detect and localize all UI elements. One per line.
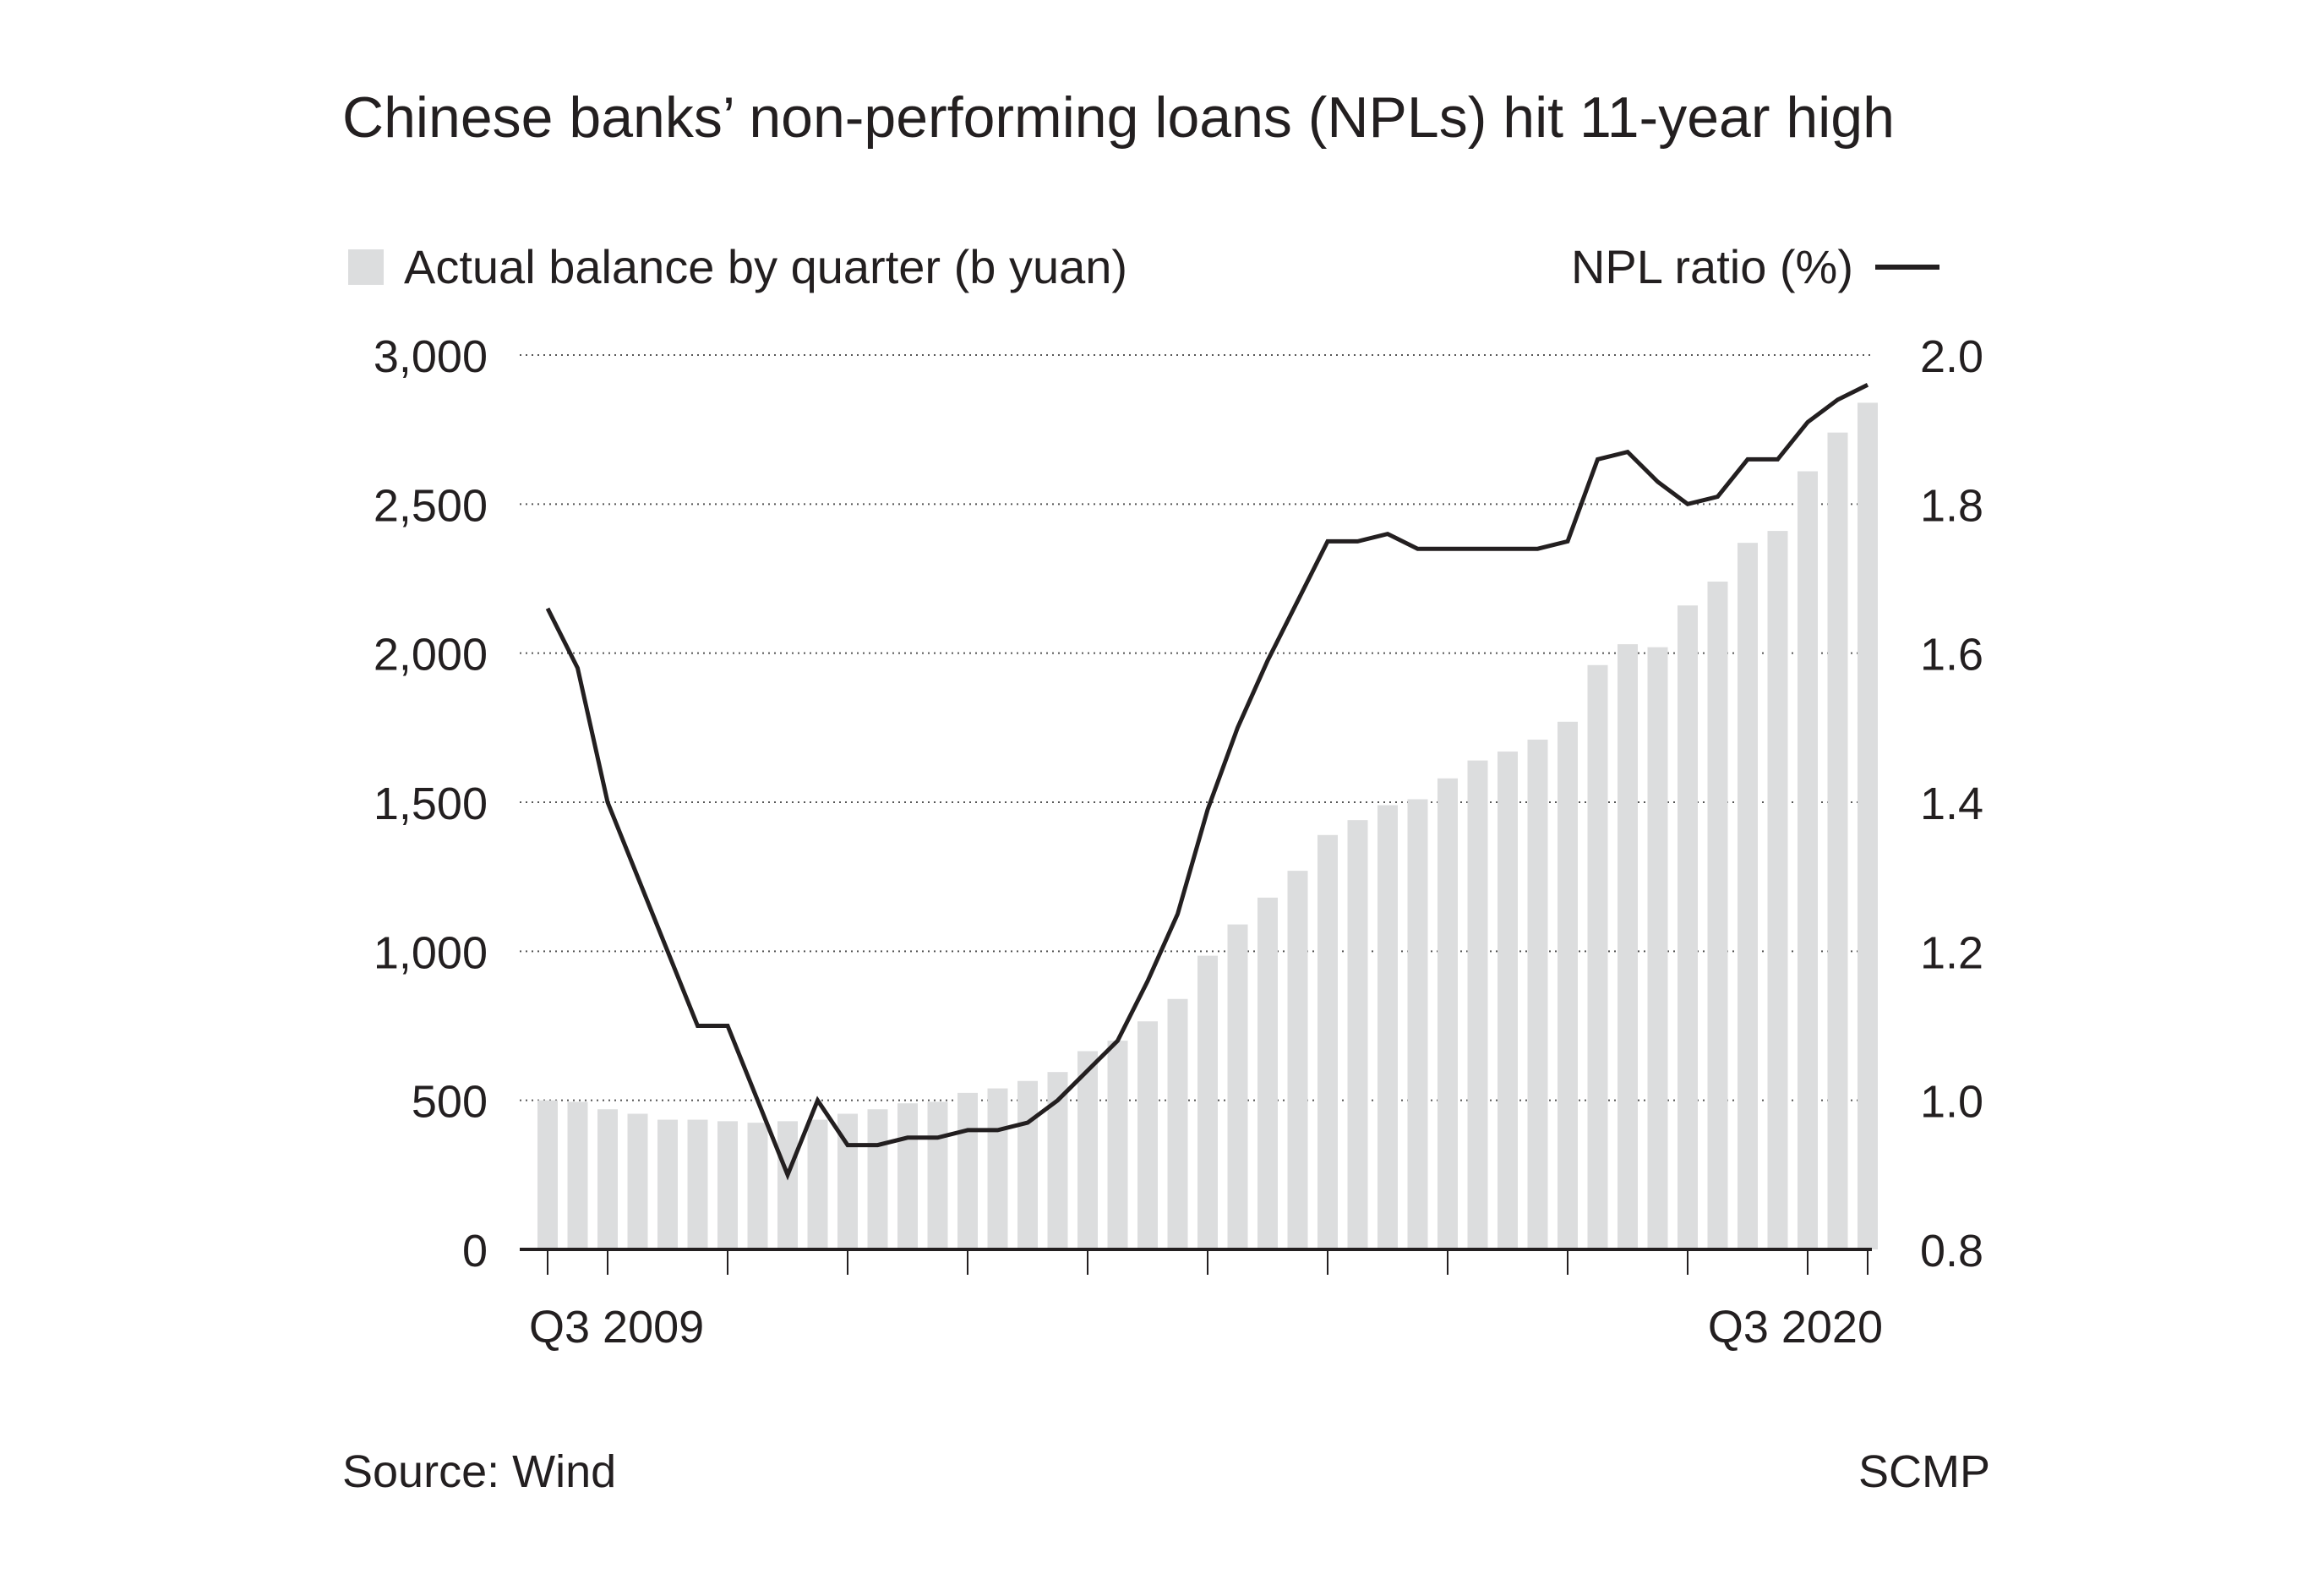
y-left-tick-label: 1,000 — [374, 927, 488, 978]
bar — [1467, 760, 1488, 1249]
bar — [1197, 955, 1218, 1249]
y-right-tick-label: 1.2 — [1920, 927, 1983, 978]
bar — [687, 1119, 708, 1249]
bar — [1707, 582, 1728, 1249]
bar — [927, 1101, 948, 1249]
bar — [1017, 1080, 1038, 1249]
bar — [1407, 799, 1428, 1249]
bar — [537, 1100, 558, 1249]
bar — [1077, 1051, 1098, 1249]
bar — [1798, 471, 1818, 1249]
bar — [1437, 778, 1458, 1249]
bar — [1558, 721, 1578, 1249]
legend-bar-swatch — [348, 249, 384, 285]
y-right-tick-label: 1.4 — [1920, 779, 1983, 829]
bar — [1618, 644, 1638, 1249]
bar — [1167, 998, 1188, 1249]
y-right-tick-label: 2.0 — [1920, 331, 1983, 382]
bar — [867, 1109, 888, 1249]
npl-ratio-line — [545, 383, 1869, 1181]
bar — [1767, 531, 1788, 1249]
bar — [657, 1119, 678, 1249]
legend-bars: Actual balance by quarter (b yuan) — [348, 239, 1127, 294]
bar — [1587, 664, 1608, 1249]
y-right-tick-label: 1.0 — [1920, 1077, 1983, 1128]
bar — [597, 1109, 618, 1249]
y-right-tick-label: 1.8 — [1920, 480, 1983, 531]
bar — [1527, 739, 1548, 1249]
y-left-tick-label: 2,000 — [374, 630, 488, 680]
bar — [1827, 432, 1848, 1249]
bar — [627, 1113, 648, 1249]
bar — [807, 1119, 828, 1249]
bar — [1498, 752, 1518, 1249]
bar — [1227, 924, 1248, 1249]
bar — [1107, 1041, 1128, 1249]
y-right-tick-label: 1.6 — [1920, 630, 1983, 680]
bar — [1287, 871, 1308, 1249]
source-note: Source: Wind — [342, 1446, 617, 1497]
x-tick-label-last: Q3 2020 — [1708, 1302, 1883, 1353]
bar — [1647, 647, 1668, 1249]
y-left-tick-label: 3,000 — [374, 331, 488, 382]
bar — [987, 1088, 1008, 1249]
publisher-credit: SCMP — [1858, 1446, 1990, 1497]
y-left-tick-label: 0 — [462, 1226, 488, 1276]
bar — [1377, 805, 1398, 1249]
y-right-tick-label: 0.8 — [1920, 1226, 1983, 1276]
bar — [1317, 834, 1338, 1249]
bar — [1738, 543, 1758, 1249]
legend-line-swatch — [1875, 264, 1939, 270]
bar — [1347, 820, 1368, 1249]
bar — [1678, 605, 1698, 1249]
bar — [1858, 402, 1878, 1250]
legend-bar-label: Actual balance by quarter (b yuan) — [404, 240, 1128, 293]
bar — [717, 1121, 738, 1249]
chart-title: Chinese banks’ non-performing loans (NPL… — [342, 85, 1895, 150]
bar — [777, 1121, 798, 1249]
legend-line: NPL ratio (%) — [1571, 239, 1939, 294]
y-left-tick-label: 2,500 — [374, 480, 488, 531]
y-left-tick-label: 500 — [412, 1077, 488, 1128]
x-tick-label-first: Q3 2009 — [529, 1302, 704, 1353]
bar — [1137, 1021, 1158, 1249]
bar — [1257, 897, 1278, 1249]
y-left-tick-label: 1,500 — [374, 779, 488, 829]
bar — [747, 1123, 768, 1249]
bar — [957, 1092, 978, 1249]
bar — [897, 1103, 918, 1249]
legend-line-label: NPL ratio (%) — [1570, 240, 1853, 293]
bar — [567, 1101, 588, 1249]
